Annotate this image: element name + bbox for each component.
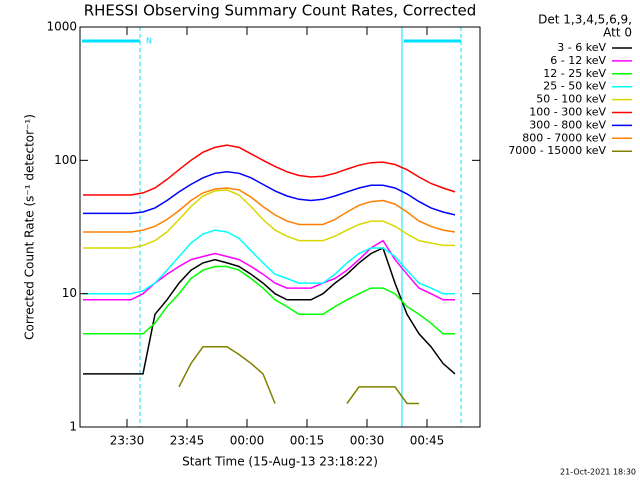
y-axis-label: Corrected Count Rate (s⁻¹ detector⁻¹) bbox=[23, 114, 37, 340]
x-tick-label: 00:30 bbox=[350, 434, 385, 448]
legend-label: 6 - 12 keV bbox=[550, 54, 606, 67]
series-line bbox=[83, 144, 456, 196]
x-axis-label: Start Time (15-Aug-13 23:18:22) bbox=[182, 455, 378, 469]
x-tick-label: 23:45 bbox=[170, 434, 205, 448]
x-tick-label: 23:30 bbox=[110, 434, 145, 448]
series-line bbox=[83, 171, 456, 216]
series-line bbox=[346, 386, 419, 405]
y-tick-label: 100 bbox=[54, 153, 77, 167]
legend-label: 50 - 100 keV bbox=[536, 93, 606, 106]
y-tick-label: 1 bbox=[69, 420, 77, 434]
interval-label: N bbox=[146, 37, 152, 46]
series-line bbox=[83, 229, 455, 295]
legend-label: 12 - 25 keV bbox=[543, 67, 606, 80]
legend-header: Det 1,3,4,5,6,9, bbox=[538, 13, 632, 27]
x-tick-label: 00:45 bbox=[410, 434, 445, 448]
x-tick-label: 00:00 bbox=[230, 434, 265, 448]
legend-label: 3 - 6 keV bbox=[557, 41, 606, 54]
y-tick-label: 10 bbox=[62, 286, 77, 300]
legend-label: 7000 - 15000 keV bbox=[508, 144, 606, 157]
x-tick-label: 00:15 bbox=[290, 434, 325, 448]
y-tick-label: 1000 bbox=[46, 20, 77, 34]
legend-header: Att 0 bbox=[603, 26, 632, 40]
legend-label: 100 - 300 keV bbox=[529, 106, 606, 119]
legend-label: 800 - 7000 keV bbox=[522, 131, 606, 144]
series-line bbox=[178, 345, 276, 404]
legend-label: 25 - 50 keV bbox=[543, 80, 606, 93]
plot-frame bbox=[79, 26, 481, 428]
series-line bbox=[83, 189, 455, 249]
series-line bbox=[83, 246, 456, 375]
legend-label: 300 - 800 keV bbox=[529, 118, 606, 131]
chart-title: RHESSI Observing Summary Count Rates, Co… bbox=[84, 2, 477, 20]
series-line bbox=[83, 239, 455, 301]
footer: 21-Oct-2021 18:30 bbox=[560, 468, 636, 477]
series-line bbox=[83, 265, 455, 335]
series-line bbox=[83, 187, 456, 233]
